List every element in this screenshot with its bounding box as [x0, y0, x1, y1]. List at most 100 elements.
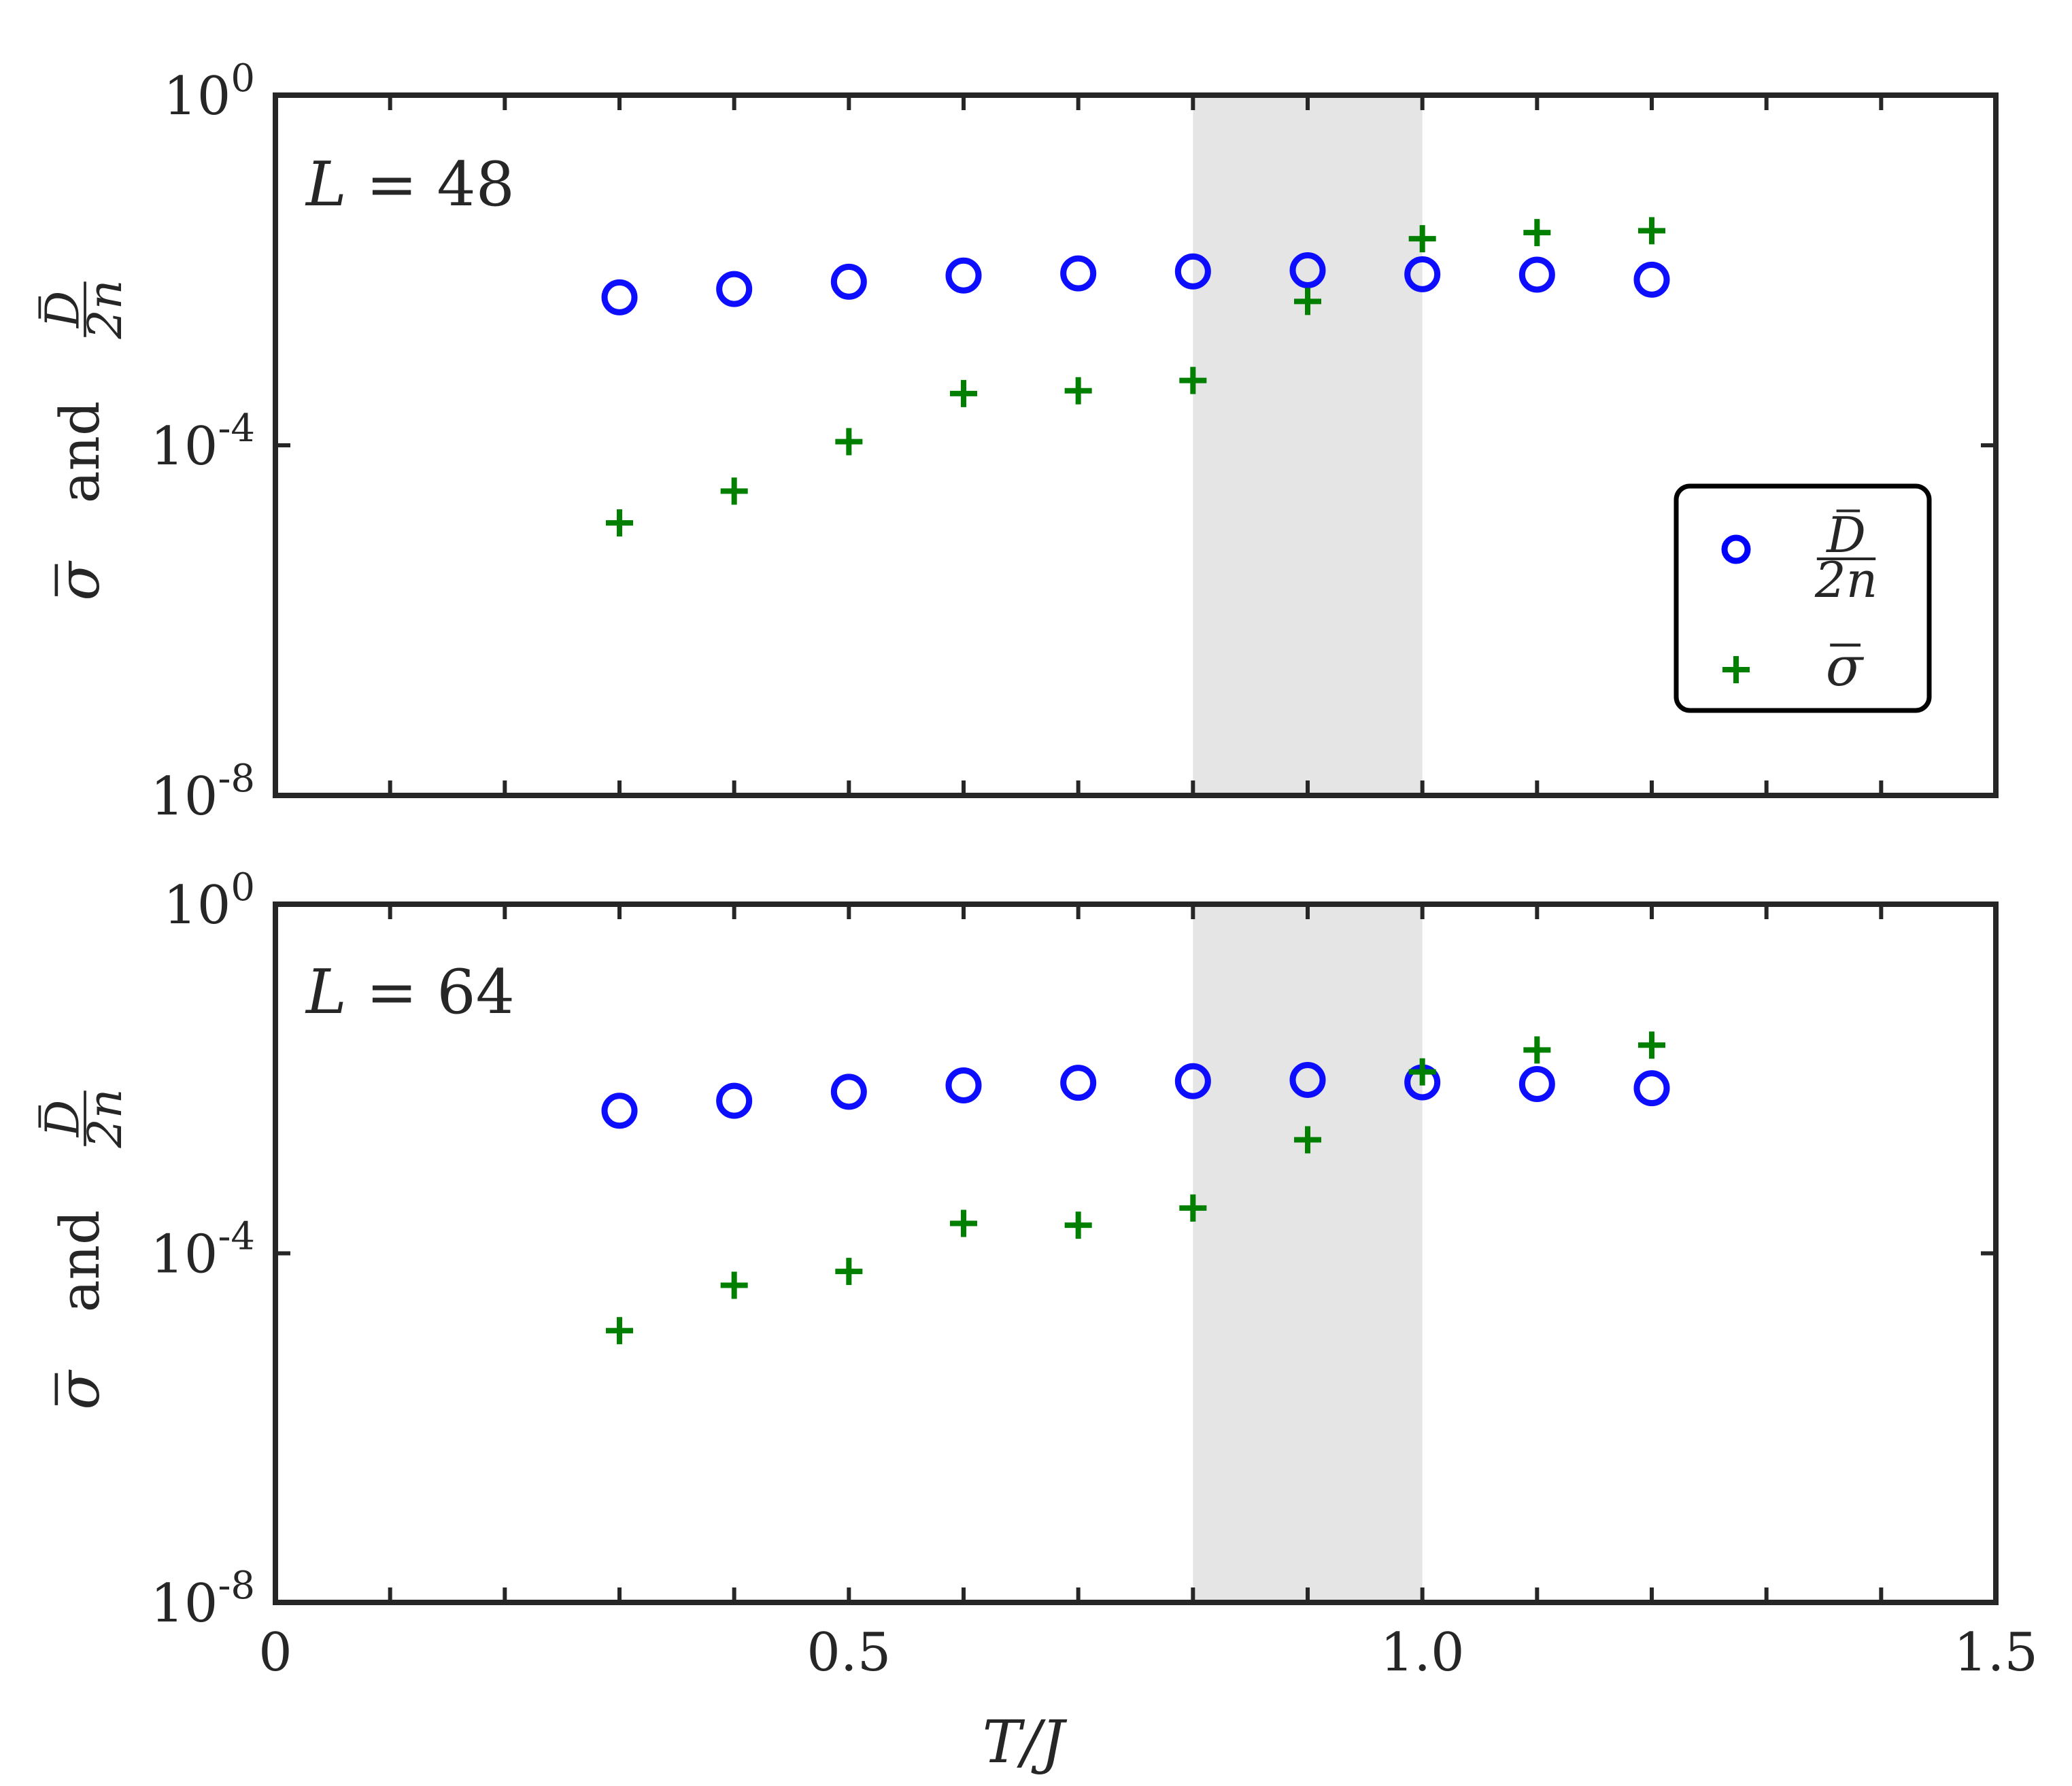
y-axis-fraction: D2n	[36, 1088, 133, 1148]
data-point-circle	[1518, 256, 1555, 293]
fraction-denominator: 2n	[79, 279, 133, 339]
y-tick-label: 10-4	[150, 407, 255, 477]
y-axis-sigma: σ	[46, 1369, 112, 1410]
x-tick-label: 1.5	[1954, 1622, 2038, 1683]
legend-marker-circle	[1721, 534, 1751, 564]
series-layer	[601, 1031, 1670, 1345]
y-tick-label: 100	[163, 56, 255, 127]
data-point-circle	[1633, 1070, 1670, 1107]
data-point-circle	[830, 263, 867, 300]
y-tick-label: 10-4	[150, 1215, 255, 1286]
data-point-circle	[716, 1082, 753, 1119]
data-point-plus	[1408, 225, 1436, 253]
data-point-circle	[945, 257, 982, 294]
data-point-circle	[1633, 261, 1670, 298]
y-axis-and: and	[48, 1210, 112, 1312]
fraction-numerator: D	[1825, 506, 1866, 564]
series-d-over-2n	[601, 252, 1670, 315]
legend-box	[1674, 483, 1932, 713]
series-d-over-2n	[601, 1061, 1670, 1129]
legend-label-sigma: σ	[1826, 635, 1865, 698]
data-point-circle	[601, 279, 638, 315]
y-tick-base: 10	[150, 416, 218, 477]
y-tick-exponent: 0	[231, 56, 255, 101]
y-tick-exponent: -8	[218, 1564, 255, 1608]
y-tick-base: 10	[150, 766, 218, 827]
y-tick-base: 10	[150, 1224, 218, 1286]
panel-label: L = 64	[305, 957, 515, 1028]
panel-label-value: = 48	[347, 149, 515, 220]
data-point-plus	[835, 428, 863, 456]
data-point-plus	[950, 379, 977, 407]
panel-label-value: = 64	[347, 957, 515, 1028]
legend: D2n σ	[1674, 483, 1932, 713]
fraction-denominator: 2n	[79, 1088, 133, 1148]
data-point-circle	[1174, 1063, 1211, 1099]
axes-box	[273, 901, 1999, 1605]
data-point-circle	[1060, 255, 1097, 292]
x-axis-label: T/J	[983, 1708, 1068, 1776]
data-point-plus	[1064, 377, 1092, 405]
y-axis-label: σ and D2n	[36, 1088, 133, 1409]
data-point-plus	[1638, 217, 1665, 245]
y-tick-label: 100	[163, 865, 255, 936]
panel-label-symbol: L	[305, 149, 347, 220]
x-tick-label: 0.5	[806, 1622, 891, 1683]
y-tick-base: 10	[150, 1573, 218, 1634]
panel-label: L = 48	[305, 149, 515, 220]
shaded-region	[1193, 95, 1423, 795]
y-tick-base: 10	[163, 66, 231, 127]
data-point-plus	[950, 1209, 977, 1237]
y-tick-base: 10	[163, 875, 231, 936]
legend-label-d-over-2n: D2n	[1814, 506, 1878, 608]
data-point-plus	[720, 1271, 748, 1299]
series-layer	[601, 217, 1670, 537]
axes-box	[273, 92, 1999, 798]
y-axis-fraction: D2n	[36, 279, 133, 339]
data-point-circle	[1289, 252, 1326, 288]
data-point-plus	[835, 1258, 863, 1286]
fraction-denominator: 2n	[1814, 551, 1878, 608]
x-tick-label: 1.0	[1380, 1622, 1465, 1683]
data-point-plus	[1179, 1194, 1207, 1222]
data-point-plus	[1523, 219, 1551, 247]
data-point-plus	[720, 477, 748, 505]
data-point-plus	[606, 1317, 633, 1345]
data-point-circle	[1518, 1066, 1555, 1103]
y-axis-and: and	[48, 401, 112, 503]
data-point-circle	[945, 1067, 982, 1103]
series-sigma	[606, 1031, 1665, 1345]
data-point-plus	[1294, 288, 1321, 315]
data-point-plus	[1638, 1031, 1665, 1059]
data-point-plus	[1523, 1036, 1551, 1064]
data-point-circle	[1060, 1065, 1097, 1101]
y-axis-label: σ and D2n	[36, 279, 133, 600]
series-sigma	[606, 217, 1665, 537]
shaded-region	[1193, 904, 1423, 1602]
data-point-circle	[716, 271, 753, 307]
panel-label-symbol: L	[305, 957, 347, 1028]
data-point-circle	[1404, 256, 1441, 292]
data-point-plus	[1408, 1058, 1436, 1086]
legend-marker-plus	[1722, 656, 1750, 683]
data-point-plus	[1064, 1212, 1092, 1239]
data-point-circle	[601, 1093, 638, 1129]
y-tick-exponent: -4	[218, 407, 255, 451]
y-tick-label: 10-8	[150, 757, 255, 827]
y-tick-exponent: -4	[218, 1215, 255, 1259]
x-tick-label: 0	[258, 1622, 292, 1683]
data-point-plus	[1294, 1126, 1321, 1154]
y-tick-exponent: 0	[231, 865, 255, 910]
fraction-numerator: D	[36, 291, 90, 330]
y-tick-label: 10-8	[150, 1564, 255, 1634]
data-point-circle	[1174, 253, 1211, 290]
y-tick-exponent: -8	[218, 757, 255, 801]
y-axis-sigma: σ	[46, 560, 112, 601]
data-point-circle	[830, 1074, 867, 1110]
data-point-plus	[1179, 366, 1207, 394]
fraction-numerator: D	[36, 1100, 90, 1139]
